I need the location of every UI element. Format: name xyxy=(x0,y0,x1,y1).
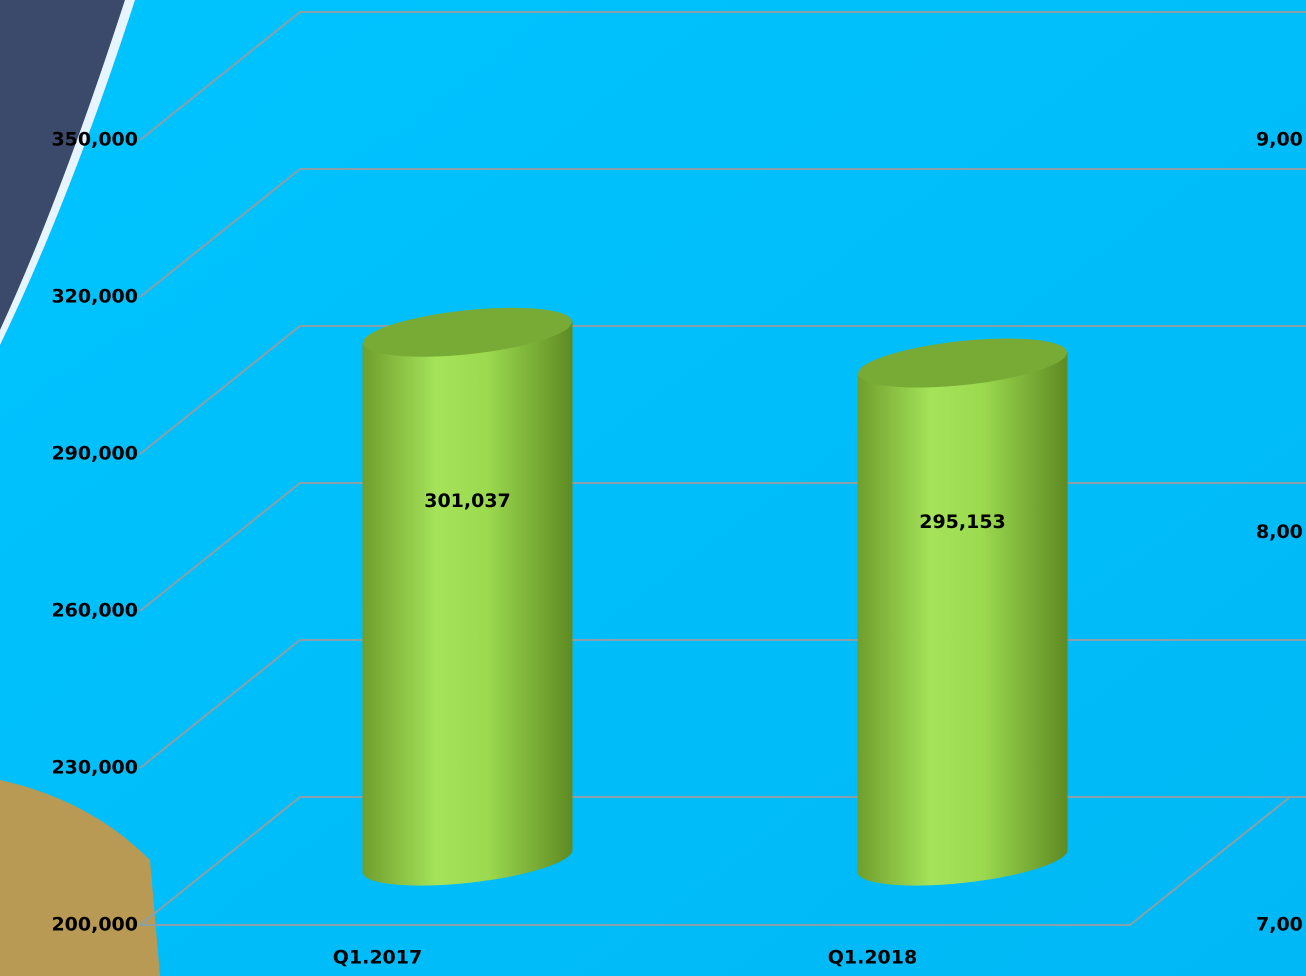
bar xyxy=(363,321,573,894)
y-tick-label: 350,000 xyxy=(51,129,138,151)
background xyxy=(0,0,1306,976)
y2-tick-label: 7,00 xyxy=(1256,914,1303,936)
chart: 200,000 230,000 260,000 290,000 320,000 350,0… xyxy=(0,0,1306,976)
y-tick-label: 320,000 xyxy=(51,286,138,308)
x-tick-label: Q1.2017 xyxy=(333,947,422,969)
y2-tick-label: 8,00 xyxy=(1256,521,1303,543)
x-tick-label: Q1.2018 xyxy=(828,947,917,969)
y-tick-label: 260,000 xyxy=(51,600,138,622)
y-tick-label: 290,000 xyxy=(51,443,138,465)
y-tick-label: 200,000 xyxy=(51,914,138,936)
value-label: 295,153 xyxy=(919,511,1006,533)
bar xyxy=(858,352,1068,894)
page: 200,000 230,000 260,000 290,000 320,000 350,0… xyxy=(0,0,1306,976)
y-tick-label: 230,000 xyxy=(51,757,138,779)
y2-tick-label: 9,00 xyxy=(1256,129,1303,151)
value-label: 301,037 xyxy=(424,490,511,512)
